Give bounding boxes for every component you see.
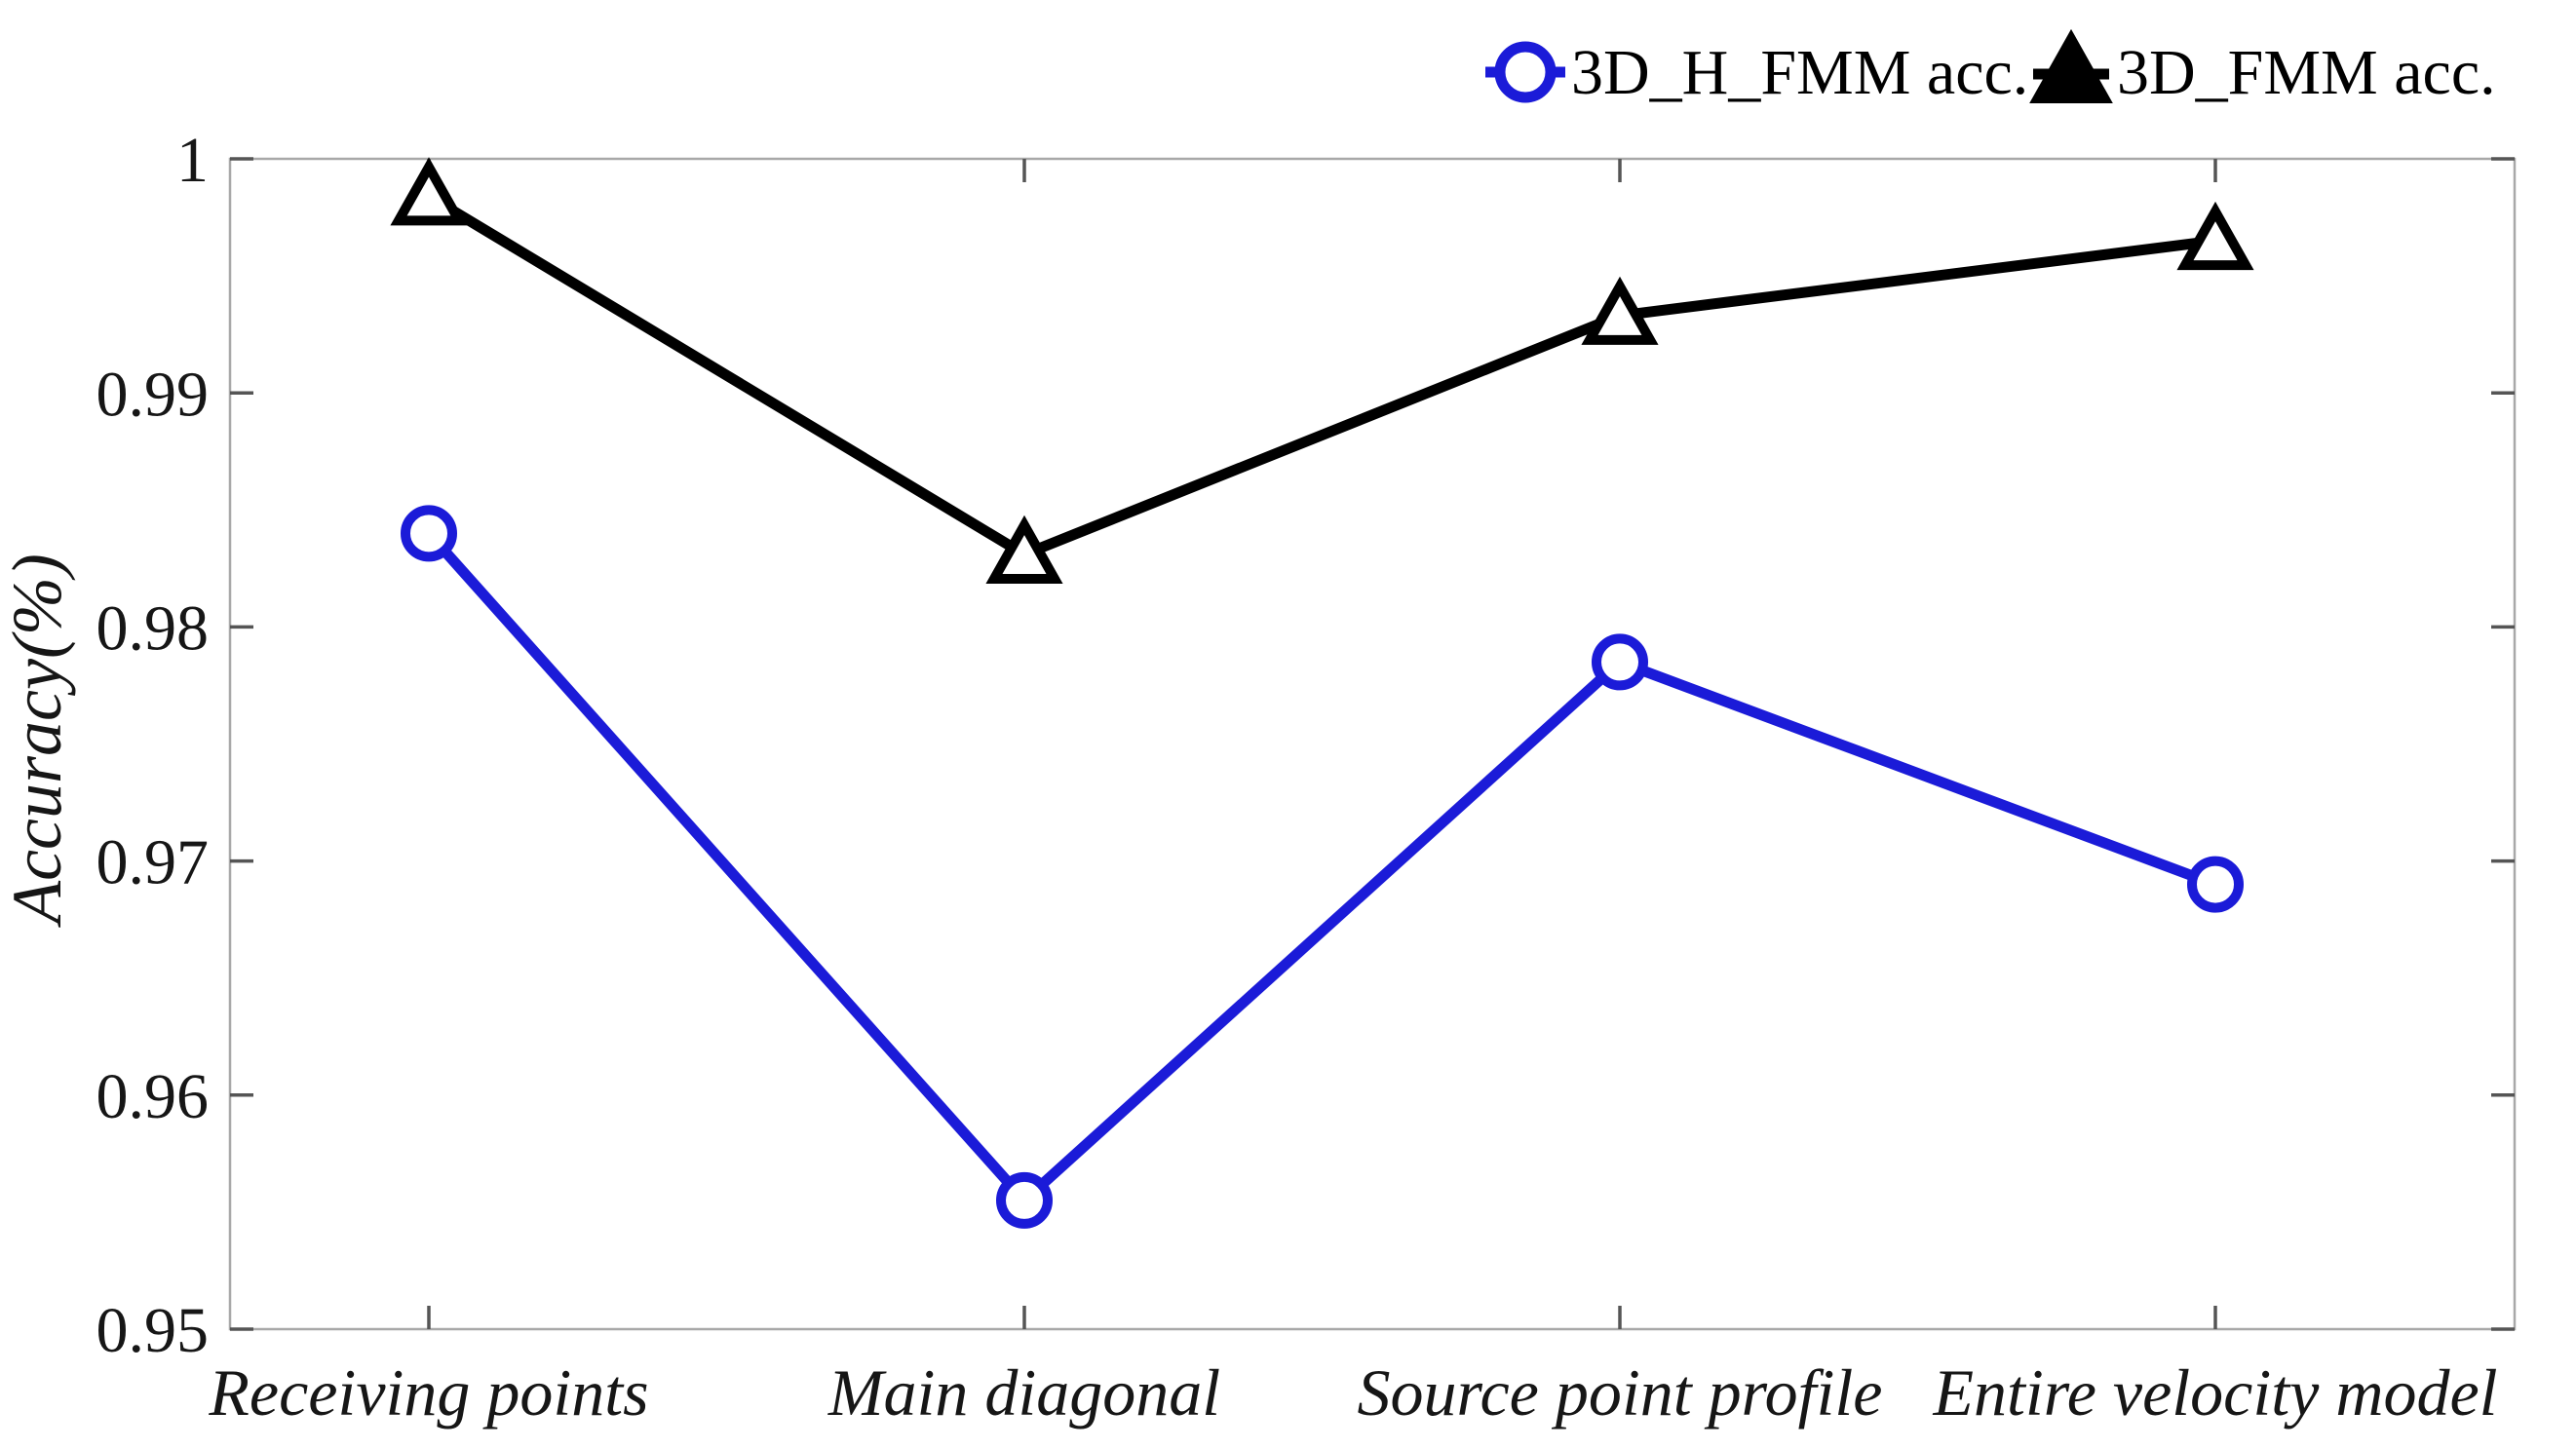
data-point-triangle-marker bbox=[985, 515, 1063, 584]
y-tick-label: 1 bbox=[176, 125, 209, 196]
x-tick-labels: Receiving points Main diagonal Source poin… bbox=[208, 1355, 2497, 1430]
series-line-circle bbox=[423, 527, 2221, 1206]
y-tick-label: 0.99 bbox=[96, 359, 210, 430]
axis-ticks bbox=[230, 157, 2515, 1331]
series-line-triangle bbox=[423, 190, 2221, 560]
legend: 3D_H_FMM acc. 3D_FMM acc. bbox=[1485, 28, 2496, 108]
y-tick-label: 0.97 bbox=[96, 827, 210, 898]
y-tick-label: 0.98 bbox=[96, 593, 210, 665]
data-point-circle-marker bbox=[1592, 633, 1648, 691]
y-tick-label: 0.95 bbox=[96, 1295, 210, 1366]
data-point-circle-marker bbox=[2187, 856, 2244, 913]
x-tick-label: Entire velocity model bbox=[1932, 1355, 2497, 1430]
legend-label-3d-h-fmm: 3D_H_FMM acc. bbox=[1571, 37, 2028, 108]
data-point-circle-marker bbox=[401, 505, 457, 562]
y-tick-label: 0.96 bbox=[96, 1061, 210, 1132]
legend-markers bbox=[1485, 28, 2113, 103]
y-tick-labels: 1 0.99 0.98 0.97 0.96 0.95 bbox=[96, 125, 210, 1366]
legend-label-3d-fmm: 3D_FMM acc. bbox=[2117, 37, 2496, 108]
data-series bbox=[390, 157, 2254, 1229]
x-tick-label: Receiving points bbox=[208, 1355, 648, 1430]
legend-circle-marker-icon bbox=[1494, 41, 1557, 103]
data-point-triangle-marker bbox=[1581, 276, 1659, 345]
legend-triangle-marker-icon bbox=[2029, 28, 2113, 103]
x-tick-label: Main diagonal bbox=[827, 1355, 1220, 1430]
data-point-circle-marker bbox=[996, 1171, 1053, 1229]
plot-border bbox=[228, 157, 2517, 1331]
y-axis-label: Accuracy(%) bbox=[0, 553, 76, 928]
x-tick-label: Source point profile bbox=[1358, 1355, 1883, 1430]
plot-box-border bbox=[228, 157, 2517, 1331]
data-point-triangle-marker bbox=[390, 157, 468, 226]
data-point-triangle-marker bbox=[2176, 201, 2254, 271]
